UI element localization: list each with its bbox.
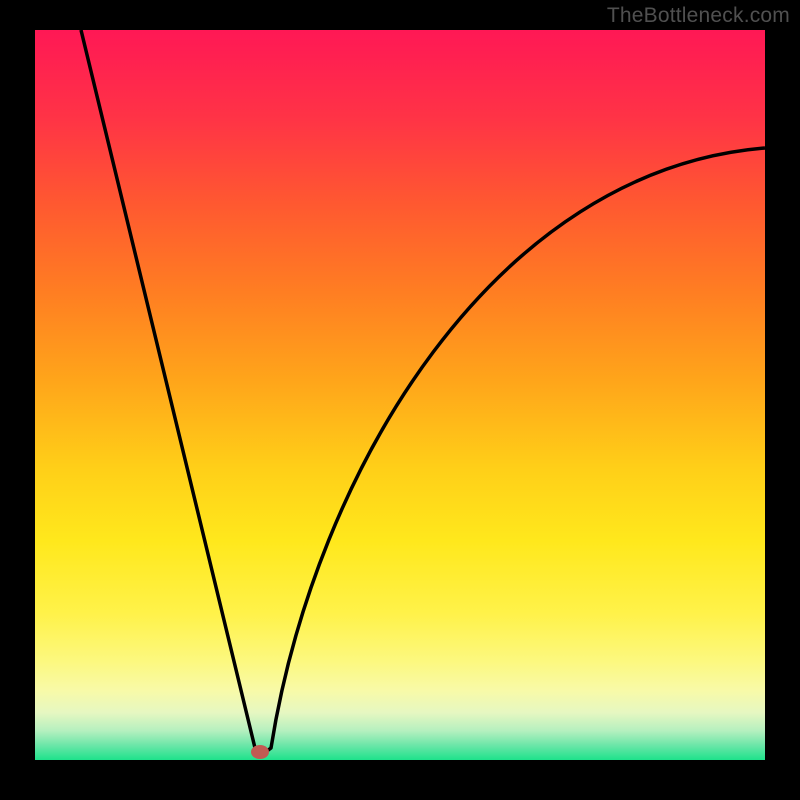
plot-area bbox=[35, 30, 765, 760]
bottleneck-chart bbox=[0, 0, 800, 800]
optimal-point-marker bbox=[251, 745, 269, 759]
chart-stage: TheBottleneck.com bbox=[0, 0, 800, 800]
watermark-text: TheBottleneck.com bbox=[607, 4, 790, 28]
